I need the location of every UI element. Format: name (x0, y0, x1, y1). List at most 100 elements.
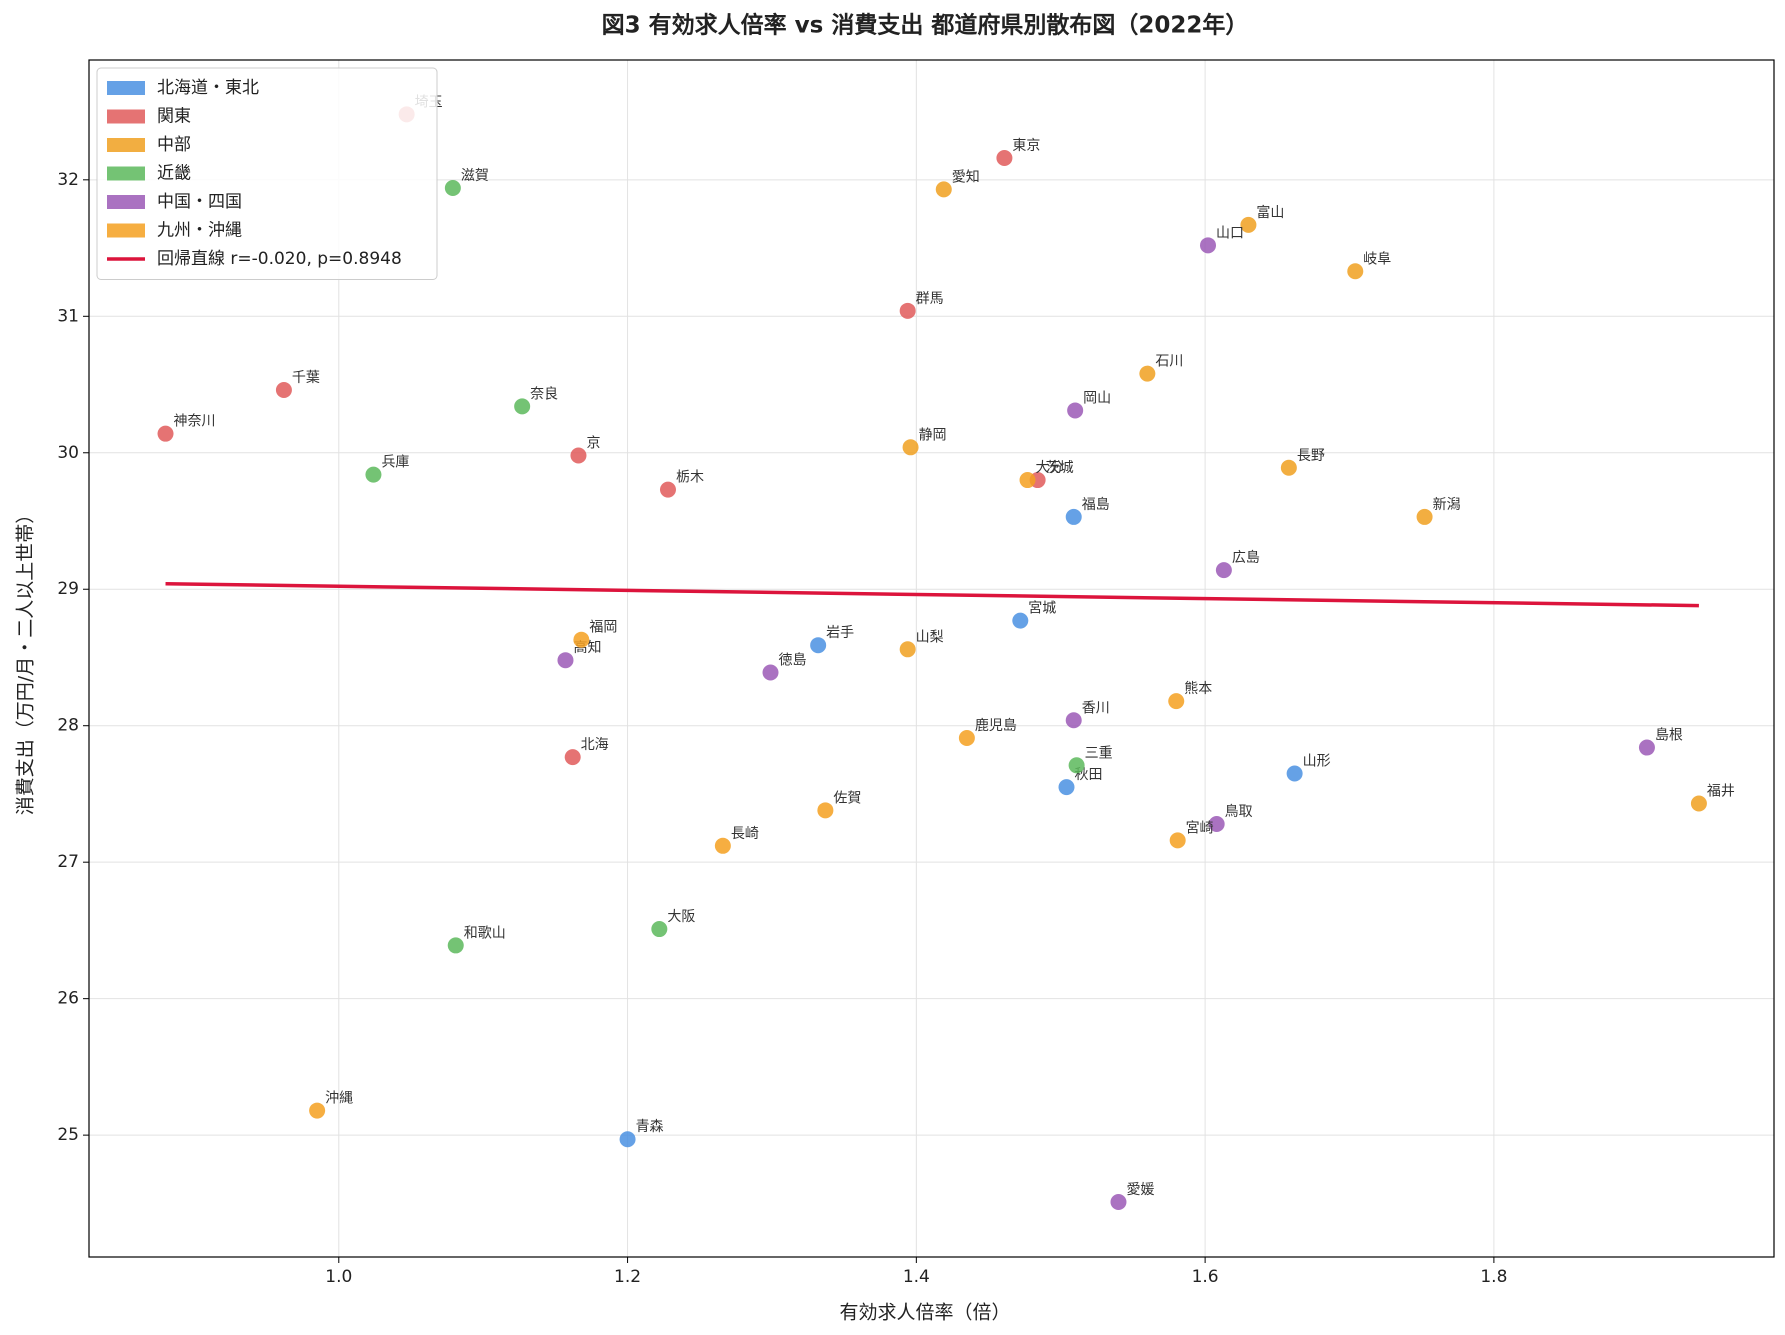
point-label: 岩手 (826, 625, 854, 641)
legend-swatch (107, 223, 145, 238)
point-label: 長野 (1297, 448, 1325, 464)
point-label: 熊本 (1184, 681, 1212, 697)
point-label: 山形 (1303, 753, 1331, 769)
point (1215, 562, 1232, 579)
point (365, 466, 382, 483)
point-label: 東京 (1012, 138, 1040, 154)
point (1067, 402, 1084, 419)
point (275, 381, 292, 398)
point-label: 岐阜 (1363, 250, 1391, 267)
point (309, 1102, 326, 1119)
point-label: 宮城 (1028, 601, 1056, 617)
plot-frame (88, 59, 1775, 1258)
legend-swatch (107, 81, 145, 95)
point (899, 641, 916, 658)
y-tick-label: 28 (57, 716, 79, 736)
point (1169, 832, 1186, 849)
point (557, 652, 574, 669)
point (1065, 508, 1082, 525)
point-label: 徳島 (779, 652, 807, 668)
point-label: 佐賀 (833, 790, 861, 806)
y-tick-label: 26 (57, 989, 79, 1009)
point-label: 島根 (1655, 728, 1683, 744)
point (1058, 779, 1075, 796)
point (1168, 693, 1185, 710)
point-label: 北海 (581, 737, 609, 753)
point (1012, 612, 1029, 629)
point-label: 福井 (1707, 784, 1735, 800)
point-label: 福島 (1082, 497, 1110, 513)
legend-label: 回帰直線 r=-0.020, p=0.8948 (157, 249, 402, 269)
point (1200, 237, 1217, 254)
point (1065, 712, 1082, 729)
point (762, 664, 779, 681)
point-label: 宮崎 (1186, 820, 1214, 836)
point-label: 大阪 (667, 909, 695, 925)
legend-swatch (107, 195, 145, 209)
y-tick-label: 27 (57, 852, 79, 872)
point (817, 802, 834, 819)
legend-label: 近畿 (157, 164, 191, 184)
point (902, 439, 919, 456)
point (570, 447, 587, 464)
legend-label: 九州・沖縄 (157, 221, 242, 241)
point (1110, 1194, 1127, 1211)
point-label: 兵庫 (381, 454, 409, 471)
point-label: 滋賀 (461, 168, 489, 184)
point-label: 静岡 (919, 427, 947, 443)
point (447, 937, 464, 954)
point (564, 749, 581, 766)
point-label: 神奈川 (174, 414, 216, 430)
y-tick-label: 31 (57, 306, 79, 326)
point-label: 茨城 (1046, 460, 1074, 476)
point (1139, 365, 1156, 382)
legend-box (96, 67, 438, 280)
y-tick-label: 25 (57, 1125, 79, 1145)
point (714, 837, 731, 854)
point (573, 631, 590, 648)
y-tick-label: 32 (57, 170, 79, 190)
point (1280, 459, 1297, 476)
legend-label: 関東 (157, 107, 191, 127)
y-tick-label: 29 (57, 579, 79, 599)
point (444, 180, 461, 197)
point-label: 新潟 (1433, 497, 1461, 513)
point (958, 729, 975, 746)
x-tick-label: 1.0 (325, 1267, 352, 1287)
point-label: 岡山 (1083, 390, 1111, 406)
point (1068, 757, 1085, 774)
chart-title: 図3 有効求人倍率 vs 消費支出 都道府県別散布図（2022年） (602, 12, 1249, 39)
point-label: 群馬 (916, 291, 944, 307)
point-label: 長崎 (731, 826, 759, 842)
x-tick-label: 1.4 (903, 1267, 930, 1287)
point (1019, 472, 1036, 489)
point-label: 鹿児島 (975, 717, 1017, 734)
regression-line (165, 582, 1699, 608)
point (810, 637, 827, 654)
point-label: 和歌山 (464, 925, 506, 941)
point (1638, 739, 1655, 756)
point (157, 425, 174, 442)
point-label: 奈良 (530, 386, 558, 402)
point-label: 栃木 (676, 470, 704, 486)
x-tick-label: 1.6 (1192, 1267, 1219, 1287)
point-label: 三重 (1085, 745, 1113, 761)
point-label: 大分 (1036, 460, 1064, 476)
legend-swatch (107, 138, 145, 152)
x-tick-label: 1.2 (614, 1267, 641, 1287)
y-tick-label: 30 (57, 443, 79, 463)
x-tick-label: 1.8 (1480, 1267, 1507, 1287)
point-label: 福岡 (589, 620, 617, 636)
y-axis-label: 消費支出（万円/月・二人以上世帯） (15, 505, 37, 815)
point-label: 京 (586, 435, 600, 451)
point (514, 398, 531, 415)
legend-swatch (107, 166, 145, 181)
point-label: 鳥取 (1225, 804, 1253, 820)
point (996, 149, 1013, 166)
point (651, 921, 668, 938)
point-label: 愛媛 (1126, 1182, 1154, 1198)
point-label: 富山 (1256, 204, 1284, 221)
x-axis-label: 有効求人倍率（倍） (839, 1302, 1010, 1324)
